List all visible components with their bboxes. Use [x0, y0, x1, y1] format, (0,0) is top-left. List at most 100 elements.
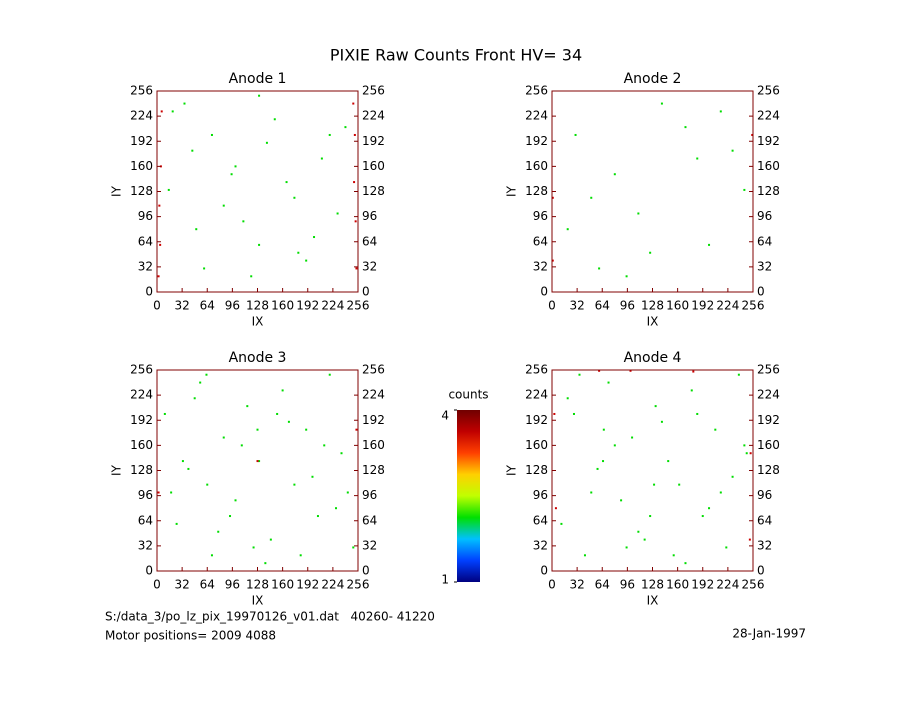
point: [629, 369, 632, 372]
point: [240, 444, 243, 447]
colorbar-label: counts: [448, 388, 488, 402]
point: [222, 436, 225, 439]
y-tick-label: 0: [145, 564, 153, 578]
y-axis-label: IY: [110, 464, 124, 476]
colorbar-tick-label: 1: [441, 573, 449, 587]
point: [305, 428, 308, 431]
y-tick-label-right: 32: [362, 259, 377, 273]
point: [335, 507, 338, 510]
point: [285, 181, 288, 184]
x-axis-label: IX: [647, 594, 659, 608]
date: 28-Jan-1997: [732, 627, 806, 641]
point: [258, 243, 261, 246]
y-tick-label-right: 96: [362, 488, 377, 502]
point: [352, 546, 355, 549]
x-tick-label: 128: [641, 578, 664, 592]
x-tick-label: 160: [271, 578, 294, 592]
point: [672, 554, 675, 557]
y-tick-label-right: 256: [757, 363, 780, 377]
point: [222, 204, 225, 207]
y-tick-label-right: 224: [757, 388, 780, 402]
point: [229, 515, 232, 518]
point: [346, 491, 349, 494]
x-tick-label: 64: [200, 299, 215, 313]
point: [158, 204, 161, 207]
x-tick-label: 96: [225, 299, 240, 313]
panel-title: Anode 4: [624, 350, 682, 366]
y-tick-label: 32: [138, 538, 153, 552]
y-axis-label: IY: [505, 464, 519, 476]
point: [637, 212, 640, 215]
point: [297, 251, 300, 254]
x-tick-label: 96: [620, 578, 635, 592]
y-tick-label-right: 32: [362, 538, 377, 552]
y-tick-label: 192: [525, 134, 548, 148]
y-tick-label-right: 192: [362, 413, 385, 427]
x-tick-label: 32: [569, 578, 584, 592]
point: [287, 420, 290, 423]
point: [256, 428, 259, 431]
x-tick-label: 0: [153, 578, 161, 592]
y-tick-label-right: 256: [362, 84, 385, 98]
x-tick-label: 224: [716, 299, 739, 313]
x-axis-label: IX: [252, 594, 264, 608]
point: [690, 389, 693, 392]
point: [157, 275, 160, 278]
point: [637, 530, 640, 533]
point: [696, 412, 699, 415]
point: [264, 562, 267, 565]
x-tick-label: 224: [716, 578, 739, 592]
panel-title: Anode 3: [229, 350, 287, 366]
point: [355, 267, 358, 270]
y-tick-label: 256: [525, 84, 548, 98]
point: [313, 236, 316, 239]
point: [157, 491, 160, 494]
point: [320, 157, 323, 160]
y-tick-label: 64: [533, 234, 548, 248]
point: [354, 220, 357, 223]
point: [191, 149, 194, 152]
x-tick-label: 32: [174, 299, 189, 313]
plot-frame: [551, 90, 754, 293]
panel-title: Anode 2: [624, 71, 682, 87]
y-tick-label-right: 96: [757, 488, 772, 502]
point: [210, 554, 213, 557]
point: [649, 251, 652, 254]
x-tick-label: 256: [347, 299, 370, 313]
y-tick-label-right: 192: [362, 134, 385, 148]
point: [336, 212, 339, 215]
point: [572, 412, 575, 415]
point: [163, 412, 166, 415]
y-tick-label-right: 160: [757, 159, 780, 173]
y-tick-label-right: 160: [757, 438, 780, 452]
point: [743, 188, 746, 191]
point: [714, 428, 717, 431]
motor-info: Motor positions= 2009 4088: [105, 629, 276, 643]
point: [731, 149, 734, 152]
y-tick-label-right: 192: [757, 413, 780, 427]
point: [551, 259, 554, 262]
point: [246, 405, 249, 408]
point: [625, 546, 628, 549]
point: [170, 491, 173, 494]
y-tick-label-right: 0: [362, 285, 370, 299]
point: [217, 530, 220, 533]
y-tick-label: 256: [130, 363, 153, 377]
point: [708, 243, 711, 246]
point: [660, 420, 663, 423]
y-tick-label: 160: [525, 438, 548, 452]
y-tick-label: 32: [533, 259, 548, 273]
y-tick-label: 160: [130, 159, 153, 173]
y-tick-label-right: 64: [757, 234, 772, 248]
y-tick-label-right: 128: [362, 184, 385, 198]
y-tick-label-right: 160: [362, 438, 385, 452]
x-tick-label: 256: [742, 299, 765, 313]
point: [598, 267, 601, 270]
x-tick-label: 96: [225, 578, 240, 592]
y-tick-label: 128: [130, 463, 153, 477]
x-tick-label: 160: [271, 299, 294, 313]
y-tick-label-right: 64: [362, 234, 377, 248]
point: [258, 94, 261, 97]
point: [701, 515, 704, 518]
y-tick-label: 160: [525, 159, 548, 173]
